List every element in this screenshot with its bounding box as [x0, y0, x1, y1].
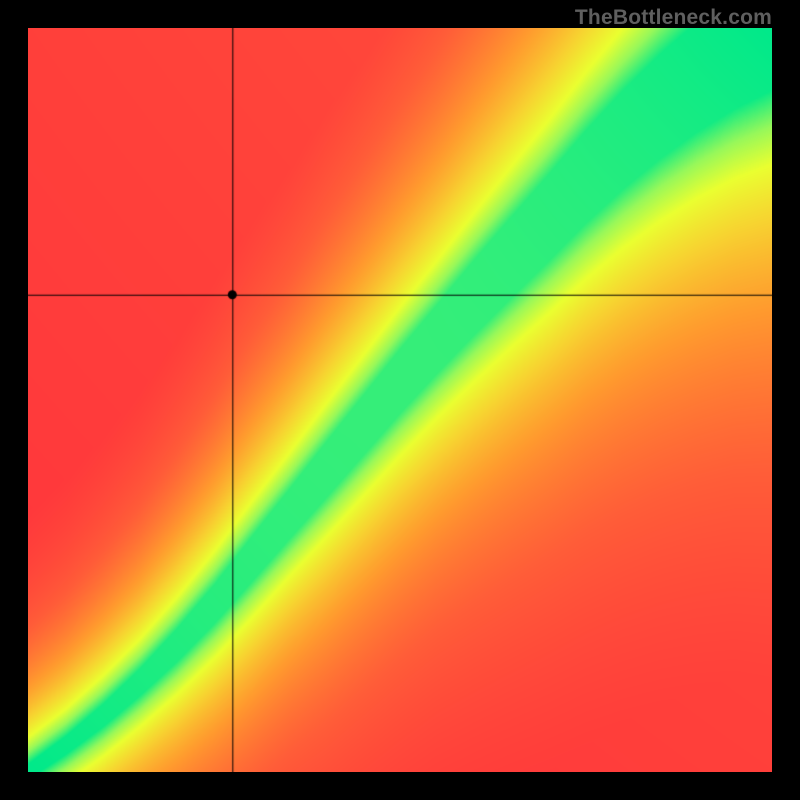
- heatmap-canvas: [28, 28, 772, 772]
- heatmap-plot: [28, 28, 772, 772]
- figure-container: TheBottleneck.com: [0, 0, 800, 800]
- watermark-text: TheBottleneck.com: [575, 6, 772, 30]
